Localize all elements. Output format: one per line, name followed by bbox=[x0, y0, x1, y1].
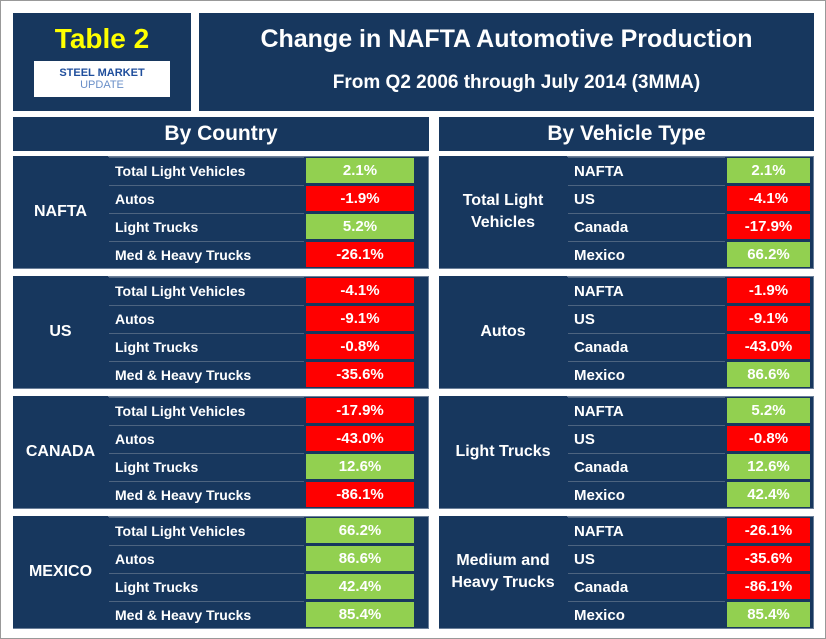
row-label: NAFTA bbox=[568, 157, 725, 184]
value-cell: 66.2% bbox=[305, 517, 415, 544]
value-cell: 86.6% bbox=[726, 361, 811, 388]
row-label: Mexico bbox=[568, 361, 725, 388]
value-cell: -86.1% bbox=[726, 573, 811, 600]
value-cell: -86.1% bbox=[305, 481, 415, 508]
subtitle: From Q2 2006 through July 2014 (3MMA) bbox=[332, 71, 701, 93]
row-label: US bbox=[568, 425, 725, 452]
table-label-box: Table 2 STEEL MARKET UPDATE bbox=[13, 13, 191, 111]
row-label: Med & Heavy Trucks bbox=[109, 361, 304, 388]
row-label: NAFTA bbox=[568, 397, 725, 424]
value-cell: -43.0% bbox=[305, 425, 415, 452]
value-cell: 85.4% bbox=[726, 601, 811, 628]
row-label: US bbox=[568, 545, 725, 572]
group-label: CANADA bbox=[13, 396, 108, 508]
value-cell: 5.2% bbox=[305, 213, 415, 240]
value-cell: 66.2% bbox=[726, 241, 811, 268]
row-label: Med & Heavy Trucks bbox=[109, 241, 304, 268]
row-label: Canada bbox=[568, 213, 725, 240]
group-label: Total Light Vehicles bbox=[439, 156, 567, 268]
value-cell: -4.1% bbox=[726, 185, 811, 212]
row-label: NAFTA bbox=[568, 277, 725, 304]
row-label: Autos bbox=[109, 425, 304, 452]
row-label: Light Trucks bbox=[109, 453, 304, 480]
logo-sub: UPDATE bbox=[80, 79, 124, 91]
group-label: Medium and Heavy Trucks bbox=[439, 516, 567, 628]
row-label: NAFTA bbox=[568, 517, 725, 544]
value-cell: -17.9% bbox=[305, 397, 415, 424]
table-label: Table 2 bbox=[54, 23, 150, 54]
row-label: Canada bbox=[568, 453, 725, 480]
row-label: Mexico bbox=[568, 241, 725, 268]
value-cell: -9.1% bbox=[305, 305, 415, 332]
value-cell: 2.1% bbox=[305, 157, 415, 184]
value-cell: 12.6% bbox=[305, 453, 415, 480]
row-label: Canada bbox=[568, 573, 725, 600]
row-label: Total Light Vehicles bbox=[109, 517, 304, 544]
value-cell: 42.4% bbox=[726, 481, 811, 508]
value-cell: -35.6% bbox=[726, 545, 811, 572]
value-cell: -0.8% bbox=[305, 333, 415, 360]
section-title: By Vehicle Type bbox=[439, 117, 814, 151]
row-label: Med & Heavy Trucks bbox=[109, 601, 304, 628]
value-cell: -1.9% bbox=[726, 277, 811, 304]
value-cell: -43.0% bbox=[726, 333, 811, 360]
value-cell: -9.1% bbox=[726, 305, 811, 332]
row-label: Autos bbox=[109, 185, 304, 212]
row-label: Med & Heavy Trucks bbox=[109, 481, 304, 508]
row-label: Light Trucks bbox=[109, 213, 304, 240]
row-label: Autos bbox=[109, 545, 304, 572]
value-cell: -17.9% bbox=[726, 213, 811, 240]
value-cell: 86.6% bbox=[305, 545, 415, 572]
value-cell: 5.2% bbox=[726, 397, 811, 424]
group-label: Light Trucks bbox=[439, 396, 567, 508]
logo-main: STEEL MARKET bbox=[59, 67, 145, 79]
value-cell: 85.4% bbox=[305, 601, 415, 628]
row-label: Total Light Vehicles bbox=[109, 397, 304, 424]
row-label: Light Trucks bbox=[109, 573, 304, 600]
value-cell: -4.1% bbox=[305, 277, 415, 304]
row-label: US bbox=[568, 305, 725, 332]
group-label: Autos bbox=[439, 276, 567, 388]
section-title: By Country bbox=[13, 117, 429, 151]
value-cell: -26.1% bbox=[726, 517, 811, 544]
row-label: Total Light Vehicles bbox=[109, 277, 304, 304]
row-label: Total Light Vehicles bbox=[109, 157, 304, 184]
row-label: Mexico bbox=[568, 481, 725, 508]
value-cell: -0.8% bbox=[726, 425, 811, 452]
value-cell: -1.9% bbox=[305, 185, 415, 212]
row-label: Canada bbox=[568, 333, 725, 360]
row-label: Light Trucks bbox=[109, 333, 304, 360]
value-cell: -35.6% bbox=[305, 361, 415, 388]
row-label: US bbox=[568, 185, 725, 212]
group-label: NAFTA bbox=[13, 156, 108, 268]
logo: STEEL MARKET UPDATE bbox=[34, 61, 170, 97]
value-cell: 2.1% bbox=[726, 157, 811, 184]
group-label: US bbox=[13, 276, 108, 388]
row-label: Mexico bbox=[568, 601, 725, 628]
row-label: Autos bbox=[109, 305, 304, 332]
title: Change in NAFTA Automotive Production bbox=[260, 24, 753, 53]
title-box: Change in NAFTA Automotive Production Fr… bbox=[199, 13, 814, 111]
value-cell: -26.1% bbox=[305, 241, 415, 268]
value-cell: 12.6% bbox=[726, 453, 811, 480]
value-cell: 42.4% bbox=[305, 573, 415, 600]
group-label: MEXICO bbox=[13, 516, 108, 628]
